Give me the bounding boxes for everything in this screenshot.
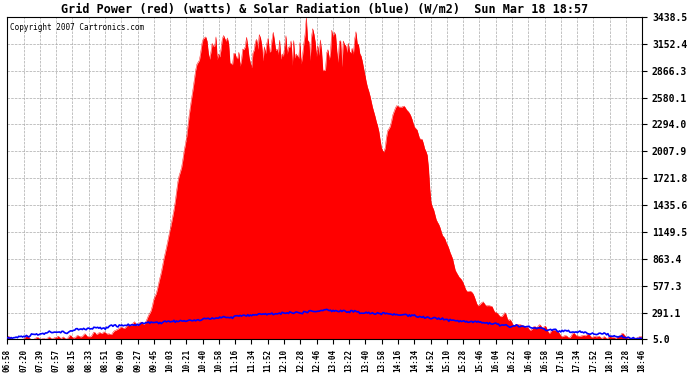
Title: Grid Power (red) (watts) & Solar Radiation (blue) (W/m2)  Sun Mar 18 18:57: Grid Power (red) (watts) & Solar Radiati… xyxy=(61,3,589,16)
Text: Copyright 2007 Cartronics.com: Copyright 2007 Cartronics.com xyxy=(10,23,145,32)
